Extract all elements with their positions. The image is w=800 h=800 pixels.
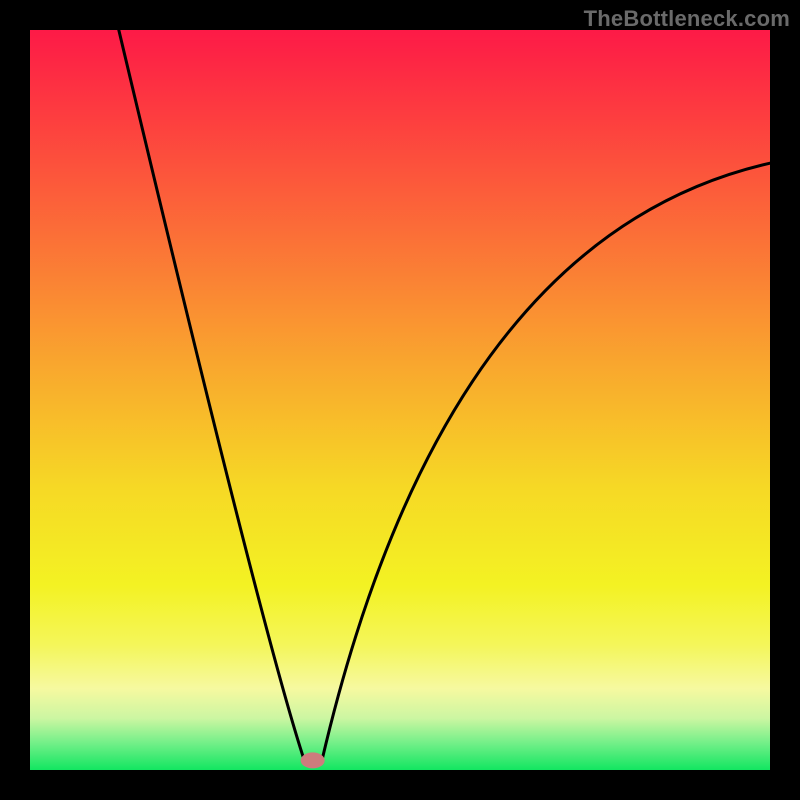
bottleneck-chart [0,0,800,800]
watermark-text: TheBottleneck.com [584,6,790,32]
optimal-point-marker [301,752,325,768]
chart-plot-area [30,30,770,770]
